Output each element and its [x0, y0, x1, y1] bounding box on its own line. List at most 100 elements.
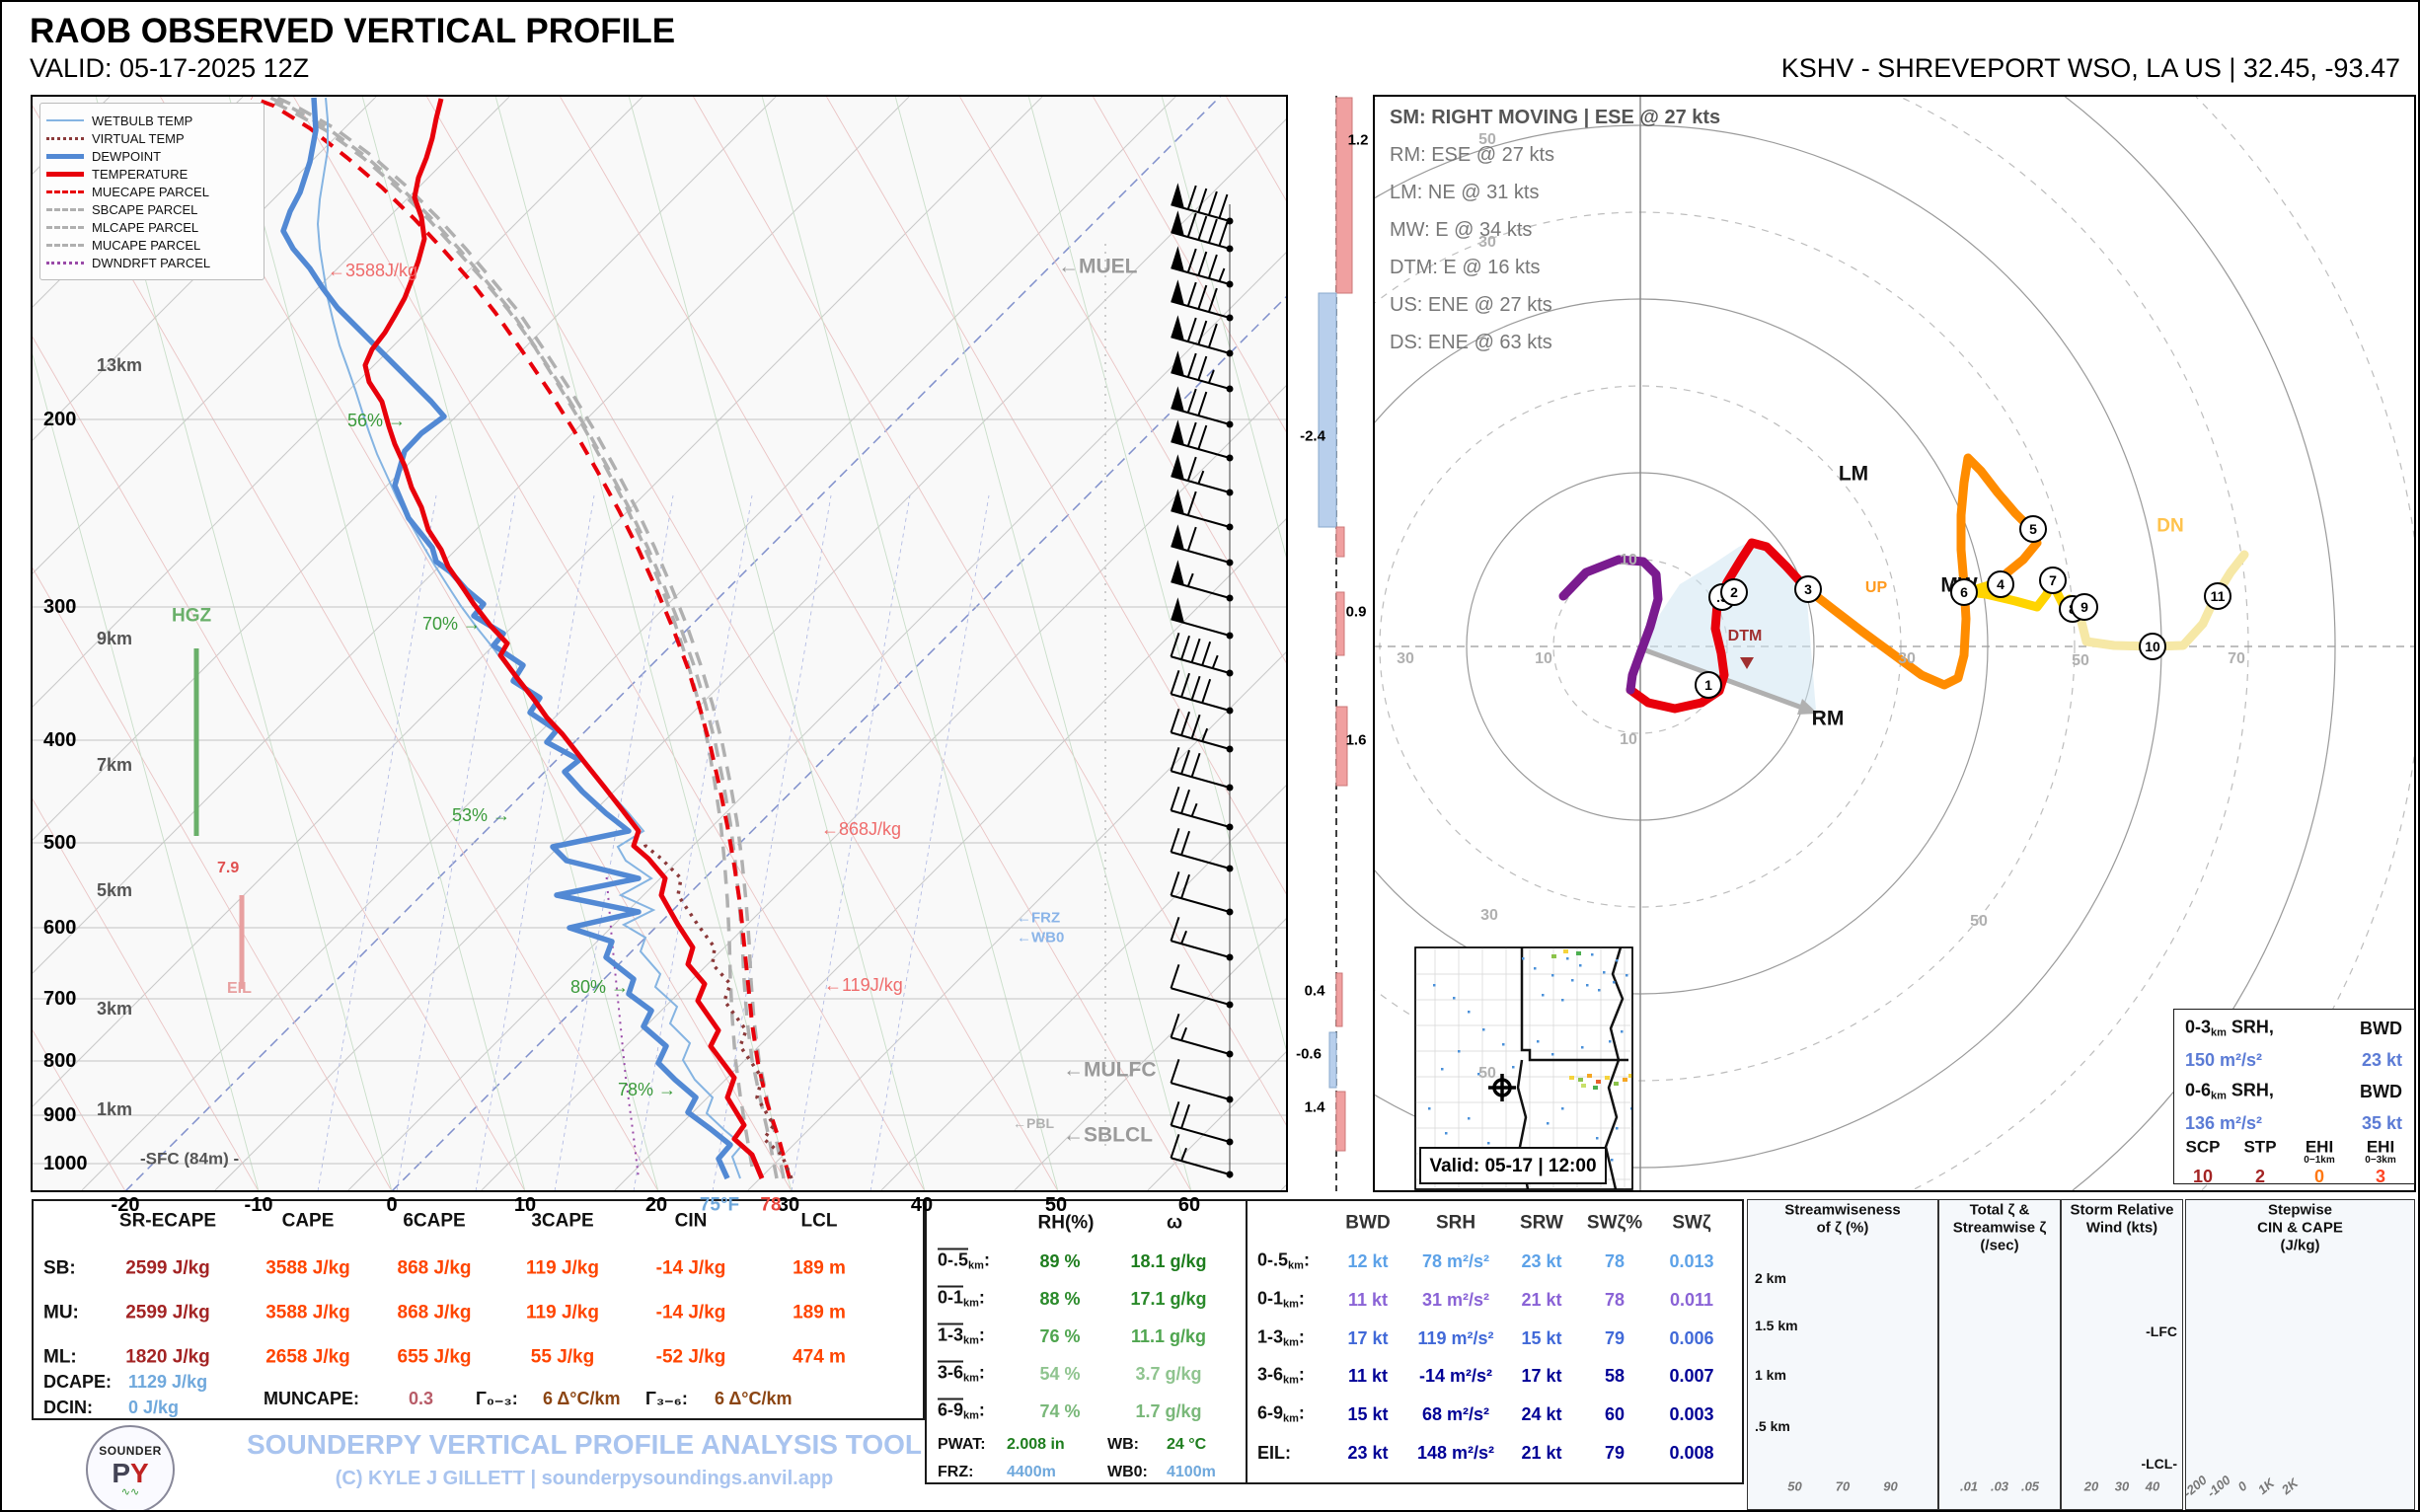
virtual-temp-curve — [642, 838, 794, 1179]
pressure-label-200: 200 — [43, 409, 77, 430]
legend-line-sample — [46, 207, 84, 211]
hodo-ring-label-1: 10 — [1620, 731, 1637, 748]
streamwiseness-panel-title-0: Streamwiseness — [1784, 1201, 1901, 1219]
skewt-annotation-2: ←MUEL — [1058, 255, 1138, 278]
wind-barb — [1171, 183, 1234, 225]
height-label-3km: 3km — [97, 999, 133, 1019]
x-tick-60: 60 — [1177, 1194, 1201, 1216]
thermo-cell-1-0: 2599 J/kg — [125, 1302, 210, 1323]
srh-box-index-val-2: 0 — [2313, 1167, 2325, 1186]
zeta-panel — [1938, 1199, 2061, 1510]
zeta-panel-title-1: Streamwise ζ — [1952, 1219, 2047, 1237]
hodo-height-marker-1: 1 — [1695, 671, 1722, 699]
zeta-panel-xtick-2: .05 — [2020, 1478, 2040, 1494]
logo-top-text: SOUNDER — [99, 1443, 162, 1458]
moisture-rh-1: 88 % — [1039, 1289, 1081, 1309]
thermo-cell-2-4: -52 J/kg — [655, 1346, 726, 1368]
kinematics-cell-4-0: 15 kt — [1347, 1404, 1389, 1425]
legend-line-sample — [46, 153, 84, 159]
footer-credit: (C) KYLE J GILLETT | sounderpysoundings.… — [335, 1468, 834, 1489]
hodograph-trace-0.5-1km — [1626, 538, 1811, 714]
moisture-row-label-4: 6-9km: — [938, 1398, 985, 1422]
page-title: RAOB OBSERVED VERTICAL PROFILE — [30, 12, 676, 50]
stepwise-panel-title-2: (J/kg) — [2280, 1237, 2320, 1254]
hodo-ring-label-10: 50 — [1478, 1065, 1496, 1082]
srh-box-bwd-val-3: 35 kt — [2361, 1113, 2402, 1133]
surface-value-78: 78 — [760, 1194, 782, 1216]
station-info: KSHV - SHREVEPORT WSO, LA US | 32.45, -9… — [1780, 53, 2400, 83]
srh-box-index-sub-2: 0−1km — [2304, 1155, 2335, 1166]
thermo-header-CAPE: CAPE — [281, 1210, 335, 1232]
thermo-cell-2-0: 1820 J/kg — [125, 1346, 210, 1368]
srh-box-layer-2: 0-6km SRH, — [2185, 1080, 2274, 1102]
wind-barb — [1171, 419, 1234, 462]
srw-panel — [2061, 1199, 2183, 1510]
storm-motion-line-5: US: ENE @ 27 kts — [1390, 294, 1552, 316]
thermo-cell-1-4: -14 J/kg — [655, 1302, 726, 1323]
thermo-cell-1-1: 3588 J/kg — [265, 1302, 350, 1323]
wind-barb — [1171, 386, 1234, 428]
pressure-label-1000: 1000 — [43, 1153, 88, 1174]
moisture-header-rh: RH(%) — [1037, 1212, 1095, 1234]
kinematics-header-4: SWζ — [1672, 1212, 1711, 1234]
thermo-cell-0-1: 3588 J/kg — [265, 1257, 350, 1279]
wind-barb — [1171, 350, 1234, 393]
streamwiseness-panel-xtick-0: 50 — [1787, 1478, 1802, 1494]
hodo-ring-label-11: 50 — [1970, 913, 1988, 930]
omega-value-1: -2.4 — [1300, 427, 1325, 445]
thermo-cell-2-3: 55 J/kg — [530, 1346, 595, 1368]
lapse36-label: Γ₃₋₆: — [645, 1389, 688, 1408]
srw-panel-annot-0: -LFC — [2146, 1323, 2177, 1339]
hodo-label-DTM: DTM — [1727, 628, 1763, 644]
thermo-header-6CAPE: 6CAPE — [403, 1210, 466, 1232]
hodo-height-marker-9: 9 — [2071, 593, 2098, 621]
pressure-label-600: 600 — [43, 917, 77, 939]
logo-main-text: PY — [112, 1457, 149, 1488]
wind-barb — [1171, 315, 1234, 357]
lapse36-value: 6 Δ°C/km — [715, 1389, 793, 1408]
height-label-9km: 9km — [97, 629, 133, 648]
kinematics-cell-3-0: 11 kt — [1347, 1366, 1389, 1387]
thermo-header-SR-ECAPE: SR-ECAPE — [118, 1210, 217, 1232]
kinematics-cell-4-1: 68 m²/s² — [1421, 1404, 1490, 1425]
hodo-height-marker-3: 3 — [1794, 575, 1822, 603]
hodo-ring-label-8: 30 — [1478, 234, 1496, 251]
wind-barb — [1170, 963, 1234, 1009]
omega-value-2: 0.9 — [1345, 603, 1367, 621]
legend-item: WETBULB TEMP — [46, 112, 258, 129]
kinematics-cell-1-4: 0.011 — [1669, 1289, 1714, 1310]
legend-label: DEWPOINT — [92, 148, 162, 164]
srh-box-srh-val-1: 150 m²/s² — [2185, 1050, 2263, 1070]
skewt-annotation-10: 80% → — [570, 977, 630, 997]
kinematics-row-label-5: EIL: — [1257, 1443, 1291, 1463]
kinematics-cell-3-2: 17 kt — [1521, 1366, 1562, 1387]
skewt-annotation-0: ←3588J/kg — [328, 261, 418, 280]
thermo-header-3CAPE: 3CAPE — [531, 1210, 594, 1232]
omega-value-6: 1.4 — [1304, 1098, 1325, 1116]
legend-label: MUECAPE PARCEL — [92, 184, 209, 199]
height-label-13km: 13km — [97, 355, 143, 375]
skewt-annotation-13: ←MULFC — [1063, 1058, 1157, 1082]
lapse03-label: Γ₀₋₃: — [476, 1389, 518, 1408]
footer-title: SOUNDERPY VERTICAL PROFILE ANALYSIS TOOL — [246, 1429, 923, 1460]
stepwise-panel-title-1: CIN & CAPE — [2257, 1219, 2343, 1237]
thermo-cell-1-3: 119 J/kg — [526, 1302, 599, 1323]
legend-label: MUCAPE PARCEL — [92, 237, 201, 253]
skewt-annotation-14: 78% → — [618, 1080, 677, 1099]
srw-panel-title-0: Storm Relative — [2070, 1201, 2174, 1219]
hodo-ring-label-3: 30 — [1397, 650, 1414, 667]
hodo-height-marker-2: 2 — [1720, 578, 1748, 606]
storm-motion-line-2: LM: NE @ 31 kts — [1390, 182, 1540, 203]
srw-panel-title-1: Wind (kts) — [2085, 1219, 2158, 1237]
dcin-value: 0 J/kg — [128, 1398, 180, 1417]
mlcape-parcel-curve — [267, 98, 754, 1168]
kinematics-cell-2-1: 119 m²/s² — [1417, 1327, 1494, 1348]
kinematics-cell-1-3: 78 — [1604, 1289, 1626, 1310]
skewt-annotation-8: ←FRZ — [1017, 909, 1061, 927]
srh-box-index-hdr-2: EHI — [2305, 1137, 2334, 1157]
pressure-label-400: 400 — [43, 729, 77, 751]
thermo-row-label-2: ML: — [43, 1346, 77, 1368]
moisture-rh-4: 74 % — [1039, 1401, 1081, 1421]
kinematics-cell-0-2: 23 kt — [1521, 1251, 1562, 1271]
temperature-curve — [362, 98, 765, 1179]
